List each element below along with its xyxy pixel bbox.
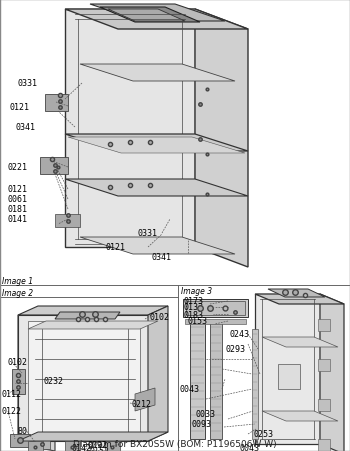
Text: 0232: 0232 (44, 377, 64, 386)
Polygon shape (12, 369, 25, 394)
Polygon shape (252, 329, 258, 439)
Polygon shape (255, 295, 344, 304)
Text: Image 3: Image 3 (181, 287, 212, 296)
Text: 0341: 0341 (152, 253, 172, 262)
Text: 0121: 0121 (7, 185, 27, 194)
Polygon shape (262, 337, 338, 347)
Text: 0243: 0243 (230, 330, 250, 339)
Polygon shape (28, 321, 140, 435)
Polygon shape (65, 441, 80, 451)
Text: 0141: 0141 (7, 215, 27, 224)
Polygon shape (80, 238, 235, 254)
Text: 0331: 0331 (137, 229, 157, 238)
Polygon shape (268, 290, 325, 297)
Text: 0173: 0173 (183, 297, 203, 306)
Text: Diagram for BX20S5W (BOM: P1196506W W): Diagram for BX20S5W (BOM: P1196506W W) (73, 440, 277, 448)
Text: 0153: 0153 (187, 317, 207, 326)
Polygon shape (318, 439, 330, 451)
Text: 0331: 0331 (18, 79, 38, 88)
Text: 80: 80 (18, 427, 28, 436)
Text: 0092: 0092 (88, 441, 108, 450)
Text: 0043: 0043 (240, 443, 260, 451)
Polygon shape (18, 432, 168, 441)
Polygon shape (90, 5, 225, 22)
Text: 0112: 0112 (2, 390, 22, 399)
Polygon shape (105, 441, 120, 451)
Text: 0121: 0121 (10, 102, 30, 111)
Polygon shape (65, 135, 248, 152)
Polygon shape (320, 295, 344, 451)
Polygon shape (255, 295, 320, 444)
Text: 0183: 0183 (183, 310, 203, 319)
Polygon shape (278, 364, 300, 389)
Polygon shape (80, 65, 235, 82)
Text: 0033: 0033 (195, 410, 215, 419)
Polygon shape (195, 10, 248, 267)
Polygon shape (318, 399, 330, 411)
Polygon shape (108, 10, 185, 22)
Polygon shape (185, 319, 246, 324)
Polygon shape (318, 319, 330, 331)
Polygon shape (100, 8, 200, 23)
Polygon shape (186, 301, 245, 315)
Polygon shape (55, 215, 80, 227)
Polygon shape (68, 138, 245, 154)
Polygon shape (210, 321, 222, 439)
Text: 0221: 0221 (7, 163, 27, 172)
Text: 0341: 0341 (15, 123, 35, 132)
Polygon shape (65, 179, 248, 197)
Text: 0293: 0293 (225, 345, 245, 354)
Text: 0093: 0093 (192, 419, 212, 428)
Polygon shape (135, 388, 155, 411)
Polygon shape (318, 359, 330, 371)
Polygon shape (45, 95, 68, 112)
Text: 0253: 0253 (253, 429, 273, 438)
Polygon shape (28, 321, 158, 329)
Text: 0212: 0212 (132, 400, 152, 409)
Text: 0102: 0102 (150, 313, 170, 322)
Text: 0181: 0181 (7, 205, 27, 214)
Polygon shape (18, 306, 168, 315)
Polygon shape (28, 441, 43, 451)
Text: Image 1: Image 1 (2, 277, 33, 286)
Polygon shape (18, 315, 55, 451)
Text: Image 2: Image 2 (2, 289, 33, 298)
Text: 0102: 0102 (8, 358, 28, 367)
Polygon shape (10, 434, 30, 447)
Text: 0152: 0152 (90, 446, 110, 451)
Text: 0121: 0121 (105, 243, 125, 252)
Polygon shape (65, 10, 248, 30)
Polygon shape (35, 439, 50, 449)
Polygon shape (148, 306, 168, 441)
Polygon shape (183, 299, 248, 318)
Text: 0142: 0142 (72, 443, 92, 451)
Polygon shape (55, 312, 120, 319)
Text: 0122: 0122 (2, 407, 22, 415)
Polygon shape (65, 10, 195, 248)
Polygon shape (18, 315, 148, 441)
Text: 0043: 0043 (180, 385, 200, 394)
Text: 0133: 0133 (183, 303, 203, 312)
Polygon shape (190, 321, 205, 439)
Text: 0061: 0061 (7, 195, 27, 204)
Polygon shape (262, 411, 338, 421)
Polygon shape (40, 158, 68, 175)
